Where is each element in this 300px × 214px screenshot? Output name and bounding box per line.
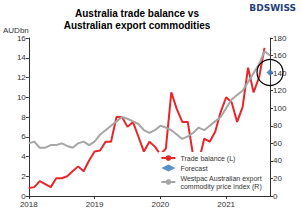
svg-text:80: 80 xyxy=(273,121,282,130)
svg-text:4: 4 xyxy=(21,152,26,161)
svg-text:160: 160 xyxy=(273,51,287,60)
svg-text:2020: 2020 xyxy=(151,200,169,209)
svg-text:16: 16 xyxy=(17,34,26,43)
svg-text:2: 2 xyxy=(21,172,26,181)
svg-text:60: 60 xyxy=(273,139,282,148)
svg-text:100: 100 xyxy=(273,104,287,113)
svg-text:120: 120 xyxy=(273,86,287,95)
svg-text:6: 6 xyxy=(21,132,26,141)
svg-text:12: 12 xyxy=(17,73,26,82)
svg-text:2021: 2021 xyxy=(217,200,235,209)
svg-text:10: 10 xyxy=(17,93,26,102)
svg-text:8: 8 xyxy=(21,113,26,122)
svg-text:20: 20 xyxy=(273,174,282,183)
svg-text:40: 40 xyxy=(273,156,282,165)
svg-text:commodity price index (R): commodity price index (R) xyxy=(180,183,261,191)
svg-text:Trade balance (L): Trade balance (L) xyxy=(180,155,235,163)
svg-text:Australia trade balance vs: Australia trade balance vs xyxy=(75,8,199,19)
svg-text:0: 0 xyxy=(273,192,278,201)
svg-text:180: 180 xyxy=(273,34,287,43)
svg-text:Australian export commodities: Australian export commodities xyxy=(64,20,211,31)
svg-text:BDSWISS: BDSWISS xyxy=(249,3,296,13)
svg-text:2019: 2019 xyxy=(86,200,104,209)
svg-text:2018: 2018 xyxy=(20,200,38,209)
svg-text:Forecast: Forecast xyxy=(180,165,207,172)
svg-text:AUDbn: AUDbn xyxy=(3,25,29,35)
svg-text:14: 14 xyxy=(17,53,26,62)
svg-text:0: 0 xyxy=(21,191,26,201)
svg-text:Westpac Australian export: Westpac Australian export xyxy=(180,175,261,183)
